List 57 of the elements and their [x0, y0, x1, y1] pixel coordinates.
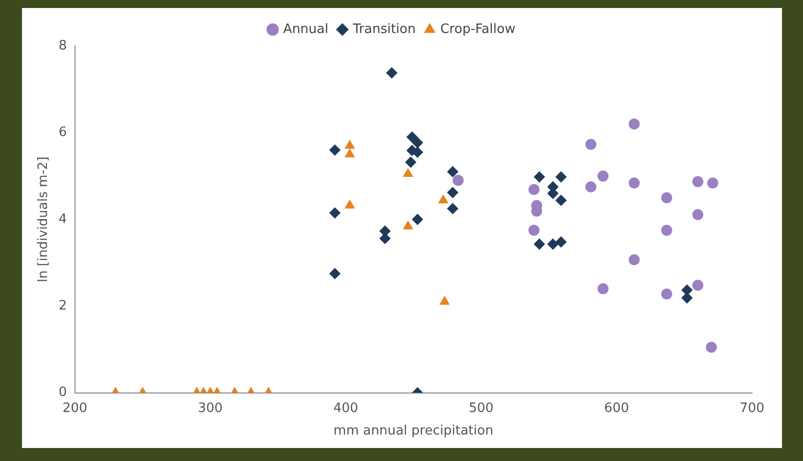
- point: [412, 146, 423, 158]
- legend-label: Crop-Fallow: [440, 22, 516, 37]
- x-tick-label: 300: [198, 400, 223, 416]
- x-axis-title: mm annual precipitation: [334, 424, 494, 439]
- x-tick-label: 600: [604, 400, 629, 416]
- point: [556, 171, 567, 182]
- point: [452, 174, 464, 186]
- point: [438, 194, 448, 204]
- x-tick-label: 400: [333, 400, 358, 416]
- x-tick-label: 700: [740, 400, 764, 416]
- point: [585, 181, 596, 192]
- point: [534, 171, 545, 182]
- point: [547, 238, 558, 250]
- point: [628, 118, 640, 130]
- point: [661, 192, 672, 204]
- point: [528, 184, 540, 195]
- y-tick-label: 2: [58, 298, 67, 314]
- point: [692, 209, 704, 220]
- x-tick-label: 500: [468, 400, 494, 416]
- point: [598, 170, 609, 182]
- point: [329, 268, 340, 280]
- point: [661, 288, 672, 300]
- point: [329, 207, 340, 218]
- point: [556, 236, 567, 248]
- point: [556, 194, 567, 206]
- point: [681, 292, 692, 304]
- y-tick-label: 8: [58, 38, 67, 54]
- y-tick-label: 0: [58, 385, 67, 400]
- point: [447, 187, 458, 198]
- point: [598, 283, 609, 294]
- point: [447, 203, 458, 214]
- point: [628, 177, 640, 188]
- y-axis-title: ln [individuals m-2]: [36, 156, 52, 282]
- point: [329, 144, 340, 156]
- point: [405, 156, 416, 168]
- x-tick-label: 200: [62, 400, 88, 416]
- legend-label: Transition: [352, 22, 416, 37]
- point: [386, 67, 398, 78]
- point: [692, 280, 704, 291]
- point: [707, 177, 718, 188]
- point: [534, 238, 545, 250]
- y-tick-label: 6: [58, 125, 67, 140]
- y-tick-label: 4: [58, 212, 67, 227]
- point: [412, 214, 423, 225]
- point: [585, 138, 596, 150]
- point: [344, 200, 355, 209]
- point: [412, 137, 423, 148]
- point: [403, 220, 413, 230]
- point: [403, 168, 413, 177]
- legend-label: Annual: [283, 22, 328, 37]
- point: [440, 296, 450, 305]
- point: [628, 254, 640, 266]
- point: [406, 132, 418, 143]
- point: [692, 176, 704, 188]
- point: [447, 166, 458, 178]
- point: [528, 224, 540, 236]
- point: [661, 224, 672, 236]
